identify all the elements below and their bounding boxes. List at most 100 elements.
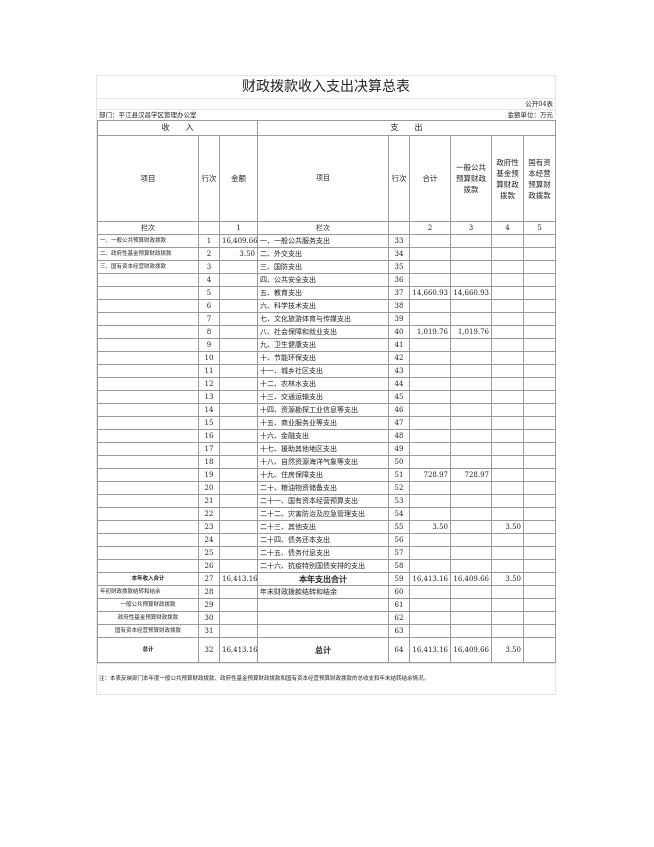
income-line: 15 [198, 416, 220, 430]
gov-fund [491, 585, 525, 599]
department-label: 部门：平江县汉昌学区管理办公室 [99, 111, 197, 119]
income-amount: 16,413.16 [218, 572, 259, 586]
table-row: 6 六、科学技术支出 38 [97, 299, 557, 313]
general-budget: 14,660.93 [450, 286, 493, 300]
income-item [97, 364, 199, 378]
expense-line: 33 [388, 234, 411, 248]
expense-total [409, 351, 452, 365]
table-row: 18 十八、自然资源海洋气象等支出 50 [97, 455, 557, 469]
state-capital [523, 247, 557, 261]
table-row: 15 十五、商业服务业等支出 47 [97, 416, 557, 430]
state-capital [523, 455, 557, 469]
column-index-cell: 3 [450, 221, 493, 235]
income-line: 5 [198, 286, 220, 300]
income-line: 26 [198, 559, 220, 573]
expense-total [409, 377, 452, 391]
expense-item: 八、社会保障和就业支出 [257, 325, 390, 339]
income-amount [218, 312, 259, 326]
section-row: 收 入 支 出 [96, 120, 557, 136]
income-item: 一、一般公共预算财政拨款 [97, 234, 199, 248]
general-budget [450, 598, 493, 612]
expense-item: 四、公共安全支出 [257, 273, 390, 287]
expense-line: 42 [388, 351, 411, 365]
state-capital [523, 299, 557, 313]
expense-total: 3.50 [409, 520, 452, 534]
gov-fund [491, 325, 525, 339]
expense-line: 63 [388, 624, 411, 638]
column-index-cell [388, 221, 411, 235]
state-capital [523, 442, 557, 456]
general-budget [450, 611, 493, 625]
expense-line: 41 [388, 338, 411, 352]
expense-item: 二、外交支出 [257, 247, 390, 261]
expense-line: 62 [388, 611, 411, 625]
general-budget [450, 247, 493, 261]
income-item [97, 377, 199, 391]
income-amount [218, 416, 259, 430]
income-amount [218, 481, 259, 495]
table-row: 二、政府性基金预算财政拨款 2 3.50 二、外交支出 34 [97, 247, 557, 261]
table-row: 24 二十四、债务还本支出 56 [97, 533, 557, 547]
header-cell: 行次 [388, 135, 411, 222]
general-budget [450, 559, 493, 573]
income-item [97, 325, 199, 339]
income-line: 24 [198, 533, 220, 547]
expense-line: 35 [388, 260, 411, 274]
expense-line: 52 [388, 481, 411, 495]
column-index-cell [198, 221, 220, 235]
income-amount: 16,409.66 [218, 234, 259, 248]
expense-item: 二十三、其他支出 [257, 520, 390, 534]
income-item [97, 403, 199, 417]
gov-fund [491, 273, 525, 287]
income-line: 27 [198, 572, 220, 586]
table-row: 年初财政拨款结转和结余 28 年末财政拨款结转和结余 60 [97, 585, 557, 599]
table-row: 8 八、社会保障和就业支出 40 1,019.76 1,019.76 [97, 325, 557, 339]
income-line: 8 [198, 325, 220, 339]
general-budget: 728.97 [450, 468, 493, 482]
expense-line: 49 [388, 442, 411, 456]
table-row: 14 十四、资源勘探工业信息等支出 46 [97, 403, 557, 417]
gov-fund [491, 247, 525, 261]
income-amount [218, 494, 259, 508]
column-index-cell: 4 [491, 221, 525, 235]
income-line: 17 [198, 442, 220, 456]
income-line: 21 [198, 494, 220, 508]
income-amount [218, 520, 259, 534]
expense-total [409, 455, 452, 469]
expense-item [257, 598, 390, 612]
expense-total [409, 494, 452, 508]
income-amount [218, 403, 259, 417]
expense-line: 59 [388, 572, 411, 586]
state-capital [523, 637, 557, 663]
section-income: 收 入 [96, 120, 259, 136]
state-capital [523, 312, 557, 326]
expense-item: 二十四、债务还本支出 [257, 533, 390, 547]
income-amount [218, 546, 259, 560]
gov-fund [491, 494, 525, 508]
expense-total [409, 598, 452, 612]
income-amount [218, 390, 259, 404]
general-budget [450, 403, 493, 417]
income-line: 6 [198, 299, 220, 313]
state-capital [523, 325, 557, 339]
report-sheet: 财政拨款收入支出决算总表 公开04表 部门：平江县汉昌学区管理办公室 金额单位：… [96, 75, 557, 695]
income-item [97, 299, 199, 313]
state-capital [523, 598, 557, 612]
state-capital [523, 611, 557, 625]
table-row: 总计 32 16,413.16 总计 64 16,413.16 16,409.66 3.50 [97, 637, 557, 663]
column-index-cell: 5 [523, 221, 557, 235]
header-cell: 国有资本经营预算财政拨款 [523, 135, 557, 222]
table-row: 10 十、节能环保支出 42 [97, 351, 557, 365]
gov-fund [491, 312, 525, 326]
expense-item: 十二、农林水支出 [257, 377, 390, 391]
income-item: 年初财政拨款结转和结余 [97, 585, 199, 599]
state-capital [523, 234, 557, 248]
expense-item: 二十、粮油物资储备支出 [257, 481, 390, 495]
income-amount: 3.50 [218, 247, 259, 261]
income-line: 31 [198, 624, 220, 638]
general-budget [450, 260, 493, 274]
state-capital [523, 507, 557, 521]
state-capital [523, 429, 557, 443]
income-line: 11 [198, 364, 220, 378]
income-line: 22 [198, 507, 220, 521]
